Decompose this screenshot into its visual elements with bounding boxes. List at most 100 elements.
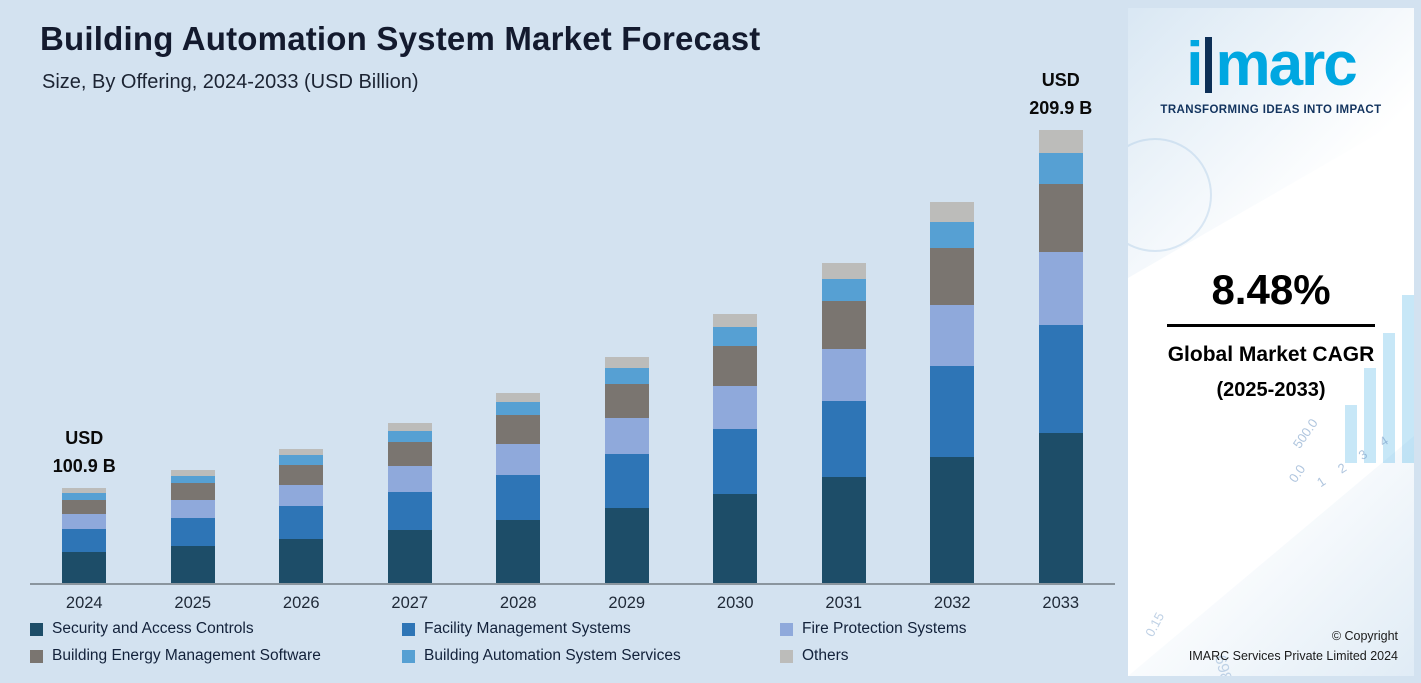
copyright: © Copyright IMARC Services Private Limit… [1189,626,1398,666]
legend-item-building-automation-system-services: Building Automation System Services [402,647,780,665]
bar-2026 [279,448,324,583]
legend-item-fire-protection-systems: Fire Protection Systems [780,620,1105,638]
segment-others-2033 [1038,130,1083,153]
x-axis-line [30,583,1115,585]
segment-fire-protection-systems-2028 [496,444,541,475]
value-label-2024: USD 100.9 B [52,428,116,477]
segment-building-energy-management-software-2026 [279,464,324,485]
page-title: Building Automation System Market Foreca… [40,20,761,57]
segment-security-and-access-controls-2027 [387,530,432,583]
cagr-block: 8.48% Global Market CAGR (2025-2033) [1128,266,1414,402]
bar-2029 [604,356,649,583]
segment-building-energy-management-software-2028 [496,415,541,445]
segment-security-and-access-controls-2028 [496,520,541,583]
sidebar: 500.0 0.0 1 2 3 4 6982048 0.15 i marc TR… [1128,8,1414,676]
segment-building-automation-system-services-2026 [279,455,324,465]
segment-building-energy-management-software-2033 [1038,184,1083,253]
plot-area: USD 100.9 B USD 209.9 B [30,70,1115,583]
legend-item-security-and-access-controls: Security and Access Controls [30,620,402,638]
segment-others-2032 [930,202,975,222]
segment-fire-protection-systems-2030 [713,386,758,430]
legend-swatch-icon [780,649,793,663]
legend-label: Fire Protection Systems [802,620,967,637]
segment-others-2027 [387,423,432,432]
legend-item-others: Others [780,647,1105,665]
legend-label: Building Automation System Services [424,647,681,664]
segment-security-and-access-controls-2029 [604,508,649,583]
segment-fire-protection-systems-2032 [930,305,975,367]
segment-others-2030 [713,313,758,328]
segment-building-energy-management-software-2030 [713,345,758,387]
bar-2024 [62,488,107,583]
segment-building-energy-management-software-2031 [821,301,866,350]
legend-label: Others [802,647,849,664]
segment-building-automation-system-services-2027 [387,431,432,443]
legend-swatch-icon [402,649,415,663]
legend-label: Security and Access Controls [52,620,254,637]
bar-2025 [170,469,215,583]
legend-swatch-icon [780,622,793,636]
year-label-2028: 2028 [499,594,537,612]
segment-building-automation-system-services-2033 [1038,152,1083,185]
segment-security-and-access-controls-2030 [713,494,758,583]
segment-others-2029 [604,356,649,369]
segment-building-automation-system-services-2024 [62,492,107,500]
segment-security-and-access-controls-2024 [62,551,107,583]
segment-facility-management-systems-2032 [930,366,975,458]
segment-facility-management-systems-2033 [1038,324,1083,434]
copyright-line1: © Copyright [1331,629,1398,643]
legend-swatch-icon [402,622,415,636]
segment-building-automation-system-services-2031 [821,278,866,302]
page-subtitle: Size, By Offering, 2024-2033 (USD Billio… [42,71,419,93]
segment-facility-management-systems-2025 [170,518,215,546]
cagr-underline [1167,324,1375,327]
cagr-value: 8.48% [1211,266,1331,313]
segment-others-2024 [62,488,107,493]
bar-2031 [821,262,866,583]
segment-building-energy-management-software-2032 [930,248,975,306]
segment-security-and-access-controls-2025 [170,545,215,583]
decor-number: 0.0 [1285,461,1309,486]
segment-others-2028 [496,392,541,403]
segment-others-2026 [279,448,324,456]
year-label-2025: 2025 [174,594,212,612]
chart-legend: Security and Access Controls Facility Man… [30,620,1105,665]
decor-mini-bar-chart [1345,293,1414,463]
legend-label: Building Energy Management Software [52,647,321,664]
bar-2032 [930,202,975,583]
segment-facility-management-systems-2027 [387,491,432,531]
segment-building-automation-system-services-2025 [170,475,215,484]
cagr-label: Global Market CAGR [1167,343,1375,366]
segment-fire-protection-systems-2026 [279,484,324,507]
year-label-2026: 2026 [282,594,320,612]
segment-fire-protection-systems-2024 [62,513,107,529]
segment-facility-management-systems-2026 [279,506,324,539]
segment-others-2031 [821,262,866,279]
segment-security-and-access-controls-2033 [1038,433,1083,583]
logo-bar-icon [1204,37,1212,93]
segment-building-automation-system-services-2028 [496,402,541,416]
bar-2028 [496,392,541,583]
logo-text-i: i [1186,30,1203,99]
decor-number: 500.0 [1290,415,1322,452]
value-label-2033: USD 209.9 B [1029,70,1093,118]
segment-building-automation-system-services-2029 [604,368,649,384]
legend-item-building-energy-management-software: Building Energy Management Software [30,647,402,665]
segment-building-energy-management-software-2025 [170,483,215,501]
cagr-period: (2025-2033) [1216,379,1326,401]
segment-building-energy-management-software-2024 [62,499,107,514]
segment-facility-management-systems-2030 [713,429,758,495]
segment-building-automation-system-services-2030 [713,327,758,346]
segment-fire-protection-systems-2027 [387,466,432,492]
legend-swatch-icon [30,649,43,663]
logo-tagline: TRANSFORMING IDEAS INTO IMPACT [1160,104,1382,116]
x-axis-labels: 2024 2025 2026 2027 2028 2029 2030 2031 2032 2033 [30,594,1115,616]
segment-fire-protection-systems-2025 [170,500,215,519]
bar-2030 [713,313,758,583]
segment-fire-protection-systems-2031 [821,349,866,401]
year-label-2024: 2024 [65,594,103,612]
bar-2027 [387,423,432,583]
segment-facility-management-systems-2024 [62,528,107,552]
logo-text-marc: marc [1215,30,1358,99]
year-label-2029: 2029 [608,594,646,612]
